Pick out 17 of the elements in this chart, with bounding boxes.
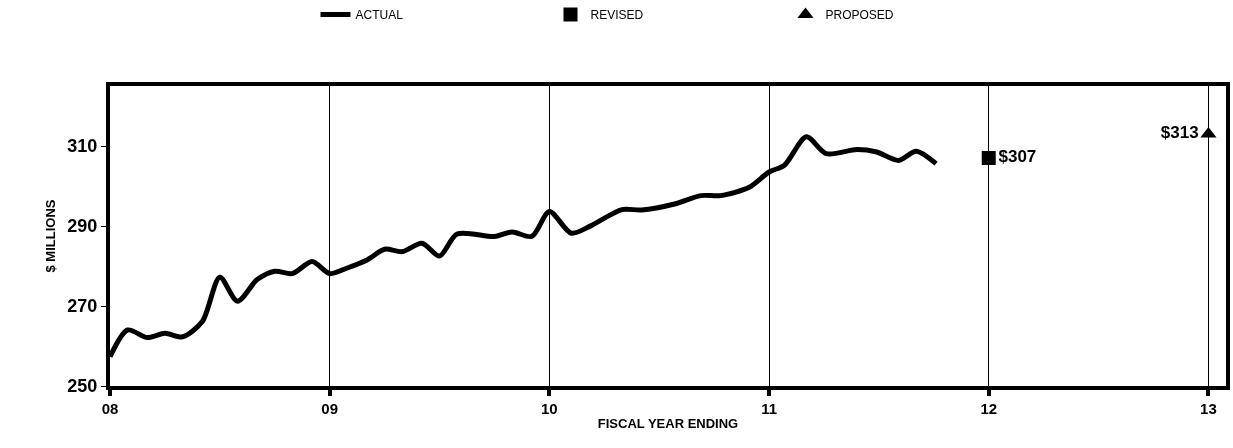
- x-tick-label: 08: [101, 400, 119, 417]
- legend-label: ACTUAL: [355, 8, 404, 23]
- y-tick-label: 310: [67, 136, 98, 157]
- x-tick-label: 12: [980, 400, 998, 417]
- x-axis-title: FISCAL YEAR ENDING: [597, 416, 739, 432]
- x-tick-label: 11: [761, 400, 777, 417]
- data-label: $307: [998, 147, 1037, 167]
- y-axis-title: $ MILLIONS: [42, 199, 58, 273]
- data-label: $313: [1160, 123, 1199, 143]
- x-tick-label: 13: [1200, 400, 1217, 417]
- legend-label: REVISED: [590, 8, 644, 23]
- legend-label: PROPOSED: [825, 8, 894, 23]
- y-tick-label: 270: [67, 296, 98, 317]
- y-tick-label: 290: [67, 216, 98, 237]
- x-tick-label: 10: [541, 400, 558, 417]
- x-tick-label: 09: [321, 400, 339, 417]
- y-tick-label: 250: [67, 376, 98, 397]
